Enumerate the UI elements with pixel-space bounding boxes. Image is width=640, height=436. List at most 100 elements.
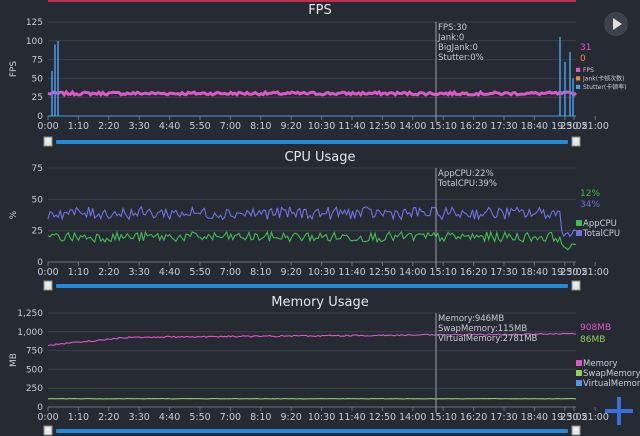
tooltip-text: SwapMemory:115MB (438, 324, 527, 334)
x-tick-label: 11:40 (338, 412, 365, 423)
range-slider-left-handle[interactable] (43, 136, 53, 147)
x-tick-label: 16:20 (460, 267, 487, 278)
y-tick-label: 500 (26, 365, 43, 375)
range-slider-left-handle[interactable] (43, 280, 53, 291)
x-tick-label: 17:30 (490, 267, 517, 278)
top-accent-bar (48, 0, 576, 2)
x-tick-label: 15:10 (430, 412, 457, 423)
x-tick-label: 15:10 (430, 267, 457, 278)
legend-label: SwapMemory (583, 369, 640, 379)
x-tick-label: 17:30 (490, 121, 517, 132)
y-tick-label: 125 (26, 18, 43, 28)
y-tick-label: 50 (32, 195, 44, 205)
y-tick-label: 50 (32, 74, 44, 84)
y-tick-label: 0 (37, 258, 43, 268)
y-tick-label: 1,250 (17, 309, 43, 319)
x-tick-label: 3:30 (129, 267, 150, 278)
tooltip-text: Jank:0 (437, 33, 464, 43)
series-end-value: 12% (580, 189, 600, 199)
x-tick-label: 7:00 (220, 267, 241, 278)
x-tick-label: 10:30 (308, 267, 335, 278)
x-tick-label: 3:30 (129, 412, 150, 423)
x-tick-label: 0:00 (37, 412, 58, 423)
range-slider-right-handle[interactable] (571, 425, 581, 436)
x-tick-label: 16:20 (460, 121, 487, 132)
y-tick-label: 250 (26, 384, 43, 394)
legend-label: Memory (583, 359, 618, 369)
x-tick-label: 12:50 (369, 412, 396, 423)
series-end-value: 0 (580, 54, 586, 64)
x-tick-label: 18:40 (521, 121, 548, 132)
x-tick-label: 9:20 (281, 412, 302, 423)
x-tick-label: 9:20 (281, 267, 302, 278)
legend-label: Stutter(卡顿率) (583, 83, 627, 91)
y-tick-label: 1,000 (17, 328, 43, 338)
series-line-Memory (47, 332, 577, 347)
y-tick-label: 100 (26, 37, 43, 47)
x-tick-label: 9:20 (281, 121, 302, 132)
x-tick-label: 2:20 (98, 121, 119, 132)
range-slider-left-handle[interactable] (43, 425, 53, 436)
tooltip-text: TotalCPU:39% (437, 179, 497, 189)
legend-swatch (576, 230, 582, 236)
x-tick-label: 1:10 (68, 121, 89, 132)
y-tick-label: 0 (37, 403, 43, 413)
series-line-TotalCPU (47, 205, 577, 238)
y-tick-label: 25 (32, 93, 43, 103)
range-slider-bar[interactable] (56, 284, 568, 288)
legend-swatch (576, 380, 582, 386)
x-tick-label: 19:50 (551, 412, 578, 423)
x-tick-label: 7:00 (220, 412, 241, 423)
x-tick-label: 21:00 (582, 267, 609, 278)
x-tick-label: 12:50 (369, 121, 396, 132)
legend-swatch (576, 220, 582, 226)
tooltip-text: Stutter:0% (438, 53, 484, 63)
x-tick-label: 23:05 (560, 121, 587, 132)
series-end-value: 31 (580, 43, 591, 53)
chart-title: FPS (308, 3, 332, 18)
x-tick-label: 1:10 (68, 412, 89, 423)
x-tick-label: 23:05 (560, 267, 587, 278)
add-chart-button[interactable] (604, 396, 634, 426)
range-slider-bar[interactable] (56, 429, 568, 433)
range-slider-right-handle[interactable] (571, 280, 581, 291)
y-axis-label: FPS (9, 61, 19, 78)
x-tick-label: 8:10 (250, 121, 271, 132)
x-tick-label: 14:00 (399, 267, 426, 278)
play-button[interactable] (604, 12, 628, 36)
series-end-value: 908MB (580, 323, 611, 333)
y-axis-label: MB (9, 353, 19, 367)
tooltip-text: FPS:30 (438, 23, 467, 33)
legend-swatch (576, 67, 581, 72)
x-tick-label: 17:30 (490, 412, 517, 423)
tooltip-text: VirtualMemory:2781MB (438, 334, 538, 344)
x-tick-label: 12:50 (369, 267, 396, 278)
x-tick-label: 15:10 (430, 121, 457, 132)
chart-title: Memory Usage (271, 295, 369, 310)
legend-label: FPS (583, 67, 594, 74)
x-tick-label: 2:20 (98, 412, 119, 423)
x-tick-label: 10:30 (308, 121, 335, 132)
x-tick-label: 8:10 (250, 412, 271, 423)
x-tick-label: 14:00 (399, 412, 426, 423)
y-tick-label: 75 (32, 164, 43, 174)
x-tick-label: 8:10 (250, 267, 271, 278)
x-tick-label: 19:50 (551, 121, 578, 132)
legend-swatch (576, 76, 581, 81)
range-slider-bar[interactable] (56, 140, 568, 144)
series-line-AppCPU (47, 230, 577, 251)
range-slider-right-handle[interactable] (571, 136, 581, 147)
series-end-value: 34% (580, 200, 600, 210)
x-tick-label: 16:20 (460, 412, 487, 423)
x-tick-label: 2:20 (98, 267, 119, 278)
x-tick-label: 18:40 (521, 412, 548, 423)
y-tick-label: 750 (26, 347, 43, 357)
x-tick-label: 21:00 (582, 121, 609, 132)
tooltip-text: Memory:946MB (438, 314, 504, 324)
tooltip-text: AppCPU:22% (438, 169, 494, 179)
legend-label: VirtualMemory (583, 379, 640, 389)
y-tick-label: 25 (32, 227, 43, 237)
y-axis-label: % (9, 210, 19, 219)
x-tick-label: 5:50 (189, 121, 210, 132)
